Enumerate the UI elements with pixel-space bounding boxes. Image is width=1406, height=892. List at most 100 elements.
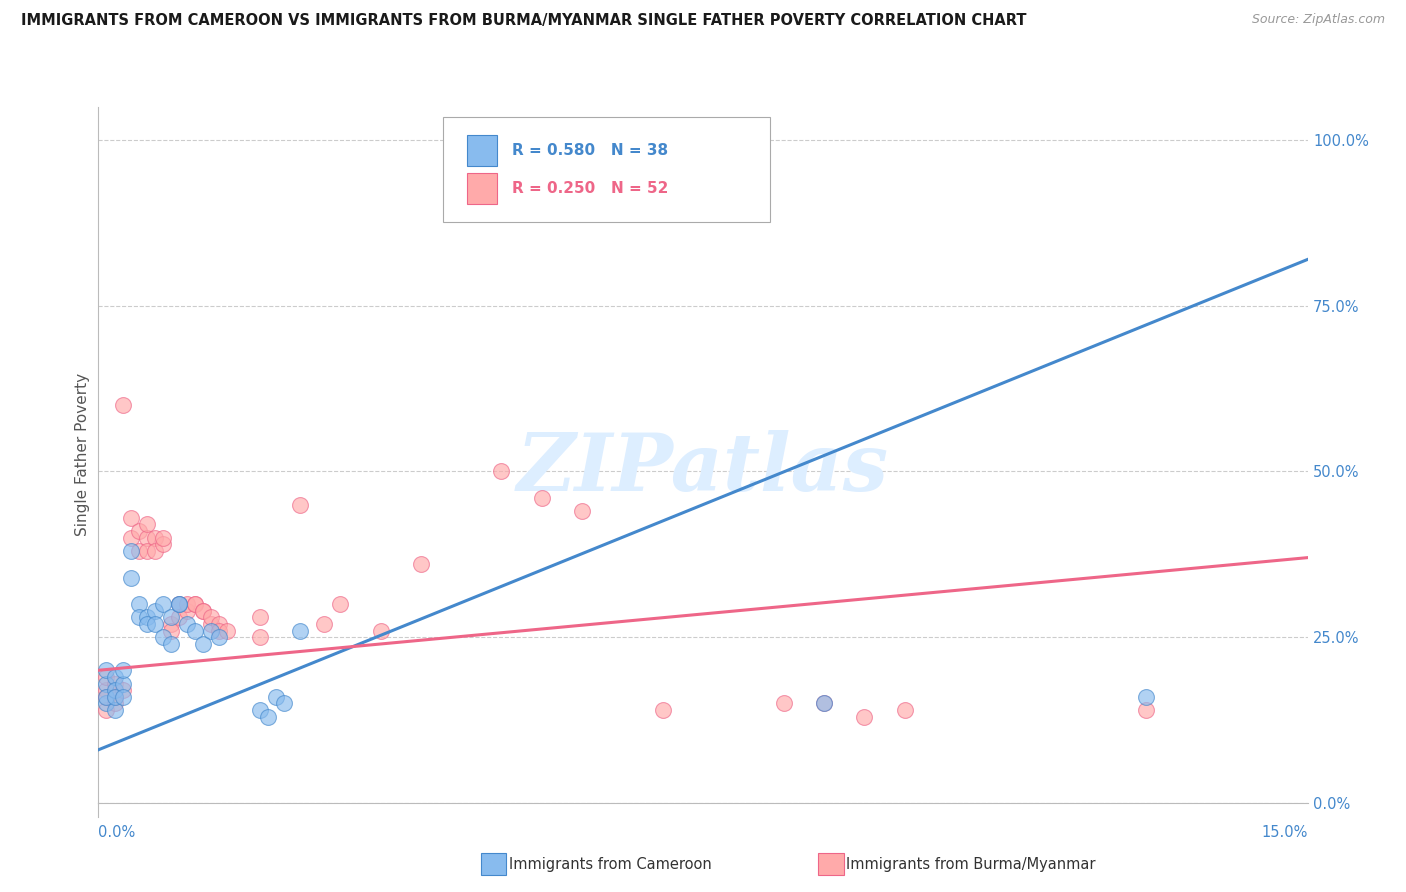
Point xyxy=(217,624,239,638)
Bar xyxy=(467,173,498,204)
Text: IMMIGRANTS FROM CAMEROON VS IMMIGRANTS FROM BURMA/MYANMAR SINGLE FATHER POVERTY : IMMIGRANTS FROM CAMEROON VS IMMIGRANTS F… xyxy=(21,13,1026,29)
Point xyxy=(96,690,118,704)
Point xyxy=(813,697,835,711)
Point xyxy=(96,663,118,677)
Point xyxy=(128,524,150,538)
Point xyxy=(103,690,125,704)
Text: ZIPatlas: ZIPatlas xyxy=(517,430,889,508)
Point xyxy=(1135,703,1157,717)
Point xyxy=(176,604,198,618)
Point xyxy=(370,624,392,638)
Point xyxy=(167,597,190,611)
Point xyxy=(893,703,915,717)
Y-axis label: Single Father Poverty: Single Father Poverty xyxy=(75,374,90,536)
Point xyxy=(853,709,876,723)
Point xyxy=(491,465,513,479)
Point xyxy=(152,597,174,611)
Point xyxy=(152,630,174,644)
Point xyxy=(176,616,198,631)
Point xyxy=(530,491,553,505)
Text: R = 0.580   N = 38: R = 0.580 N = 38 xyxy=(512,143,668,158)
Point xyxy=(256,709,278,723)
Point xyxy=(143,544,166,558)
Point xyxy=(571,504,593,518)
Bar xyxy=(467,135,498,166)
Point xyxy=(167,597,190,611)
Text: 0.0%: 0.0% xyxy=(98,825,135,840)
FancyBboxPatch shape xyxy=(443,118,769,222)
Point xyxy=(273,697,295,711)
Text: Source: ZipAtlas.com: Source: ZipAtlas.com xyxy=(1251,13,1385,27)
Point xyxy=(772,697,794,711)
Point xyxy=(409,558,432,572)
Point xyxy=(176,597,198,611)
Point xyxy=(143,531,166,545)
Point xyxy=(249,610,271,624)
Point xyxy=(96,683,118,698)
Point xyxy=(103,670,125,684)
Point xyxy=(120,531,142,545)
Point xyxy=(200,610,222,624)
Point xyxy=(96,690,118,704)
Point xyxy=(651,703,673,717)
Point xyxy=(167,610,190,624)
Point xyxy=(249,703,271,717)
Point xyxy=(111,663,134,677)
Point xyxy=(612,133,634,147)
Point xyxy=(160,616,183,631)
Point xyxy=(103,676,125,690)
Point xyxy=(288,624,311,638)
Point xyxy=(1135,690,1157,704)
Point xyxy=(111,676,134,690)
Point xyxy=(152,537,174,551)
Point xyxy=(135,616,157,631)
Point xyxy=(200,624,222,638)
Point xyxy=(160,637,183,651)
Point xyxy=(120,544,142,558)
Point xyxy=(111,398,134,412)
Point xyxy=(167,597,190,611)
Point xyxy=(120,511,142,525)
Point xyxy=(208,624,231,638)
Point xyxy=(135,610,157,624)
Point xyxy=(111,683,134,698)
Point xyxy=(264,690,287,704)
Point xyxy=(160,624,183,638)
Point xyxy=(152,531,174,545)
Point xyxy=(111,690,134,704)
Point xyxy=(249,630,271,644)
Point xyxy=(143,616,166,631)
Text: 15.0%: 15.0% xyxy=(1261,825,1308,840)
Point xyxy=(120,570,142,584)
Point xyxy=(288,498,311,512)
Point xyxy=(813,697,835,711)
Point xyxy=(208,630,231,644)
Point xyxy=(329,597,352,611)
Point xyxy=(103,703,125,717)
Point xyxy=(96,676,118,690)
Point xyxy=(135,544,157,558)
Point xyxy=(184,597,207,611)
Point xyxy=(96,703,118,717)
Point xyxy=(96,697,118,711)
Point xyxy=(193,604,215,618)
Point xyxy=(103,683,125,698)
Point xyxy=(103,697,125,711)
Point xyxy=(128,544,150,558)
Point xyxy=(135,517,157,532)
Point xyxy=(193,637,215,651)
Point xyxy=(128,610,150,624)
Point xyxy=(184,597,207,611)
Point xyxy=(314,616,336,631)
Point xyxy=(103,690,125,704)
Text: R = 0.250   N = 52: R = 0.250 N = 52 xyxy=(512,181,668,196)
Point xyxy=(200,616,222,631)
Point xyxy=(193,604,215,618)
Point xyxy=(128,597,150,611)
Point xyxy=(143,604,166,618)
Point xyxy=(160,610,183,624)
Text: Immigrants from Cameroon: Immigrants from Cameroon xyxy=(509,857,711,871)
Point xyxy=(208,616,231,631)
Point xyxy=(184,624,207,638)
Text: Immigrants from Burma/Myanmar: Immigrants from Burma/Myanmar xyxy=(846,857,1095,871)
